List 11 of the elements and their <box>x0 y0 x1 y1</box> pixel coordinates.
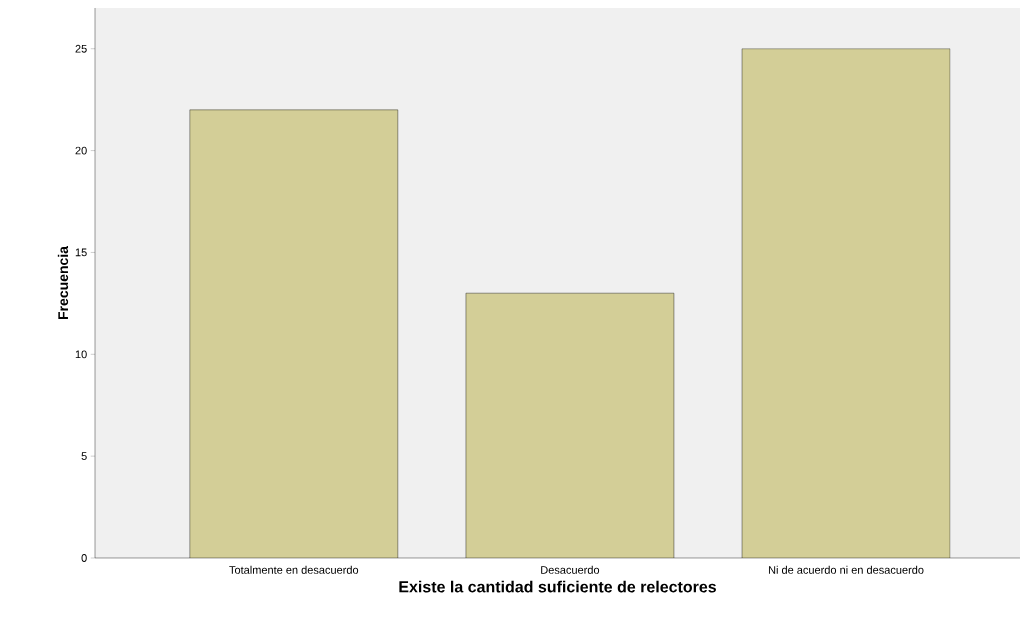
y-tick-label: 15 <box>75 248 87 257</box>
x-tick-label: Totalmente en desacuerdo <box>229 565 359 574</box>
x-tick-label: Desacuerdo <box>541 565 600 574</box>
y-tick-label: 10 <box>75 350 87 359</box>
y-tick-label: 5 <box>81 452 87 460</box>
x-tick-label: Ni de acuerdo ni en desacuerdo <box>768 565 924 574</box>
y-axis-title: Frecuencia <box>57 245 69 320</box>
y-tick-label: 25 <box>75 44 87 53</box>
y-tick-label: 20 <box>75 146 87 155</box>
y-tick-label: 0 <box>81 554 87 562</box>
x-axis-title: Existe la cantidad suficiente de relectores <box>399 580 716 593</box>
